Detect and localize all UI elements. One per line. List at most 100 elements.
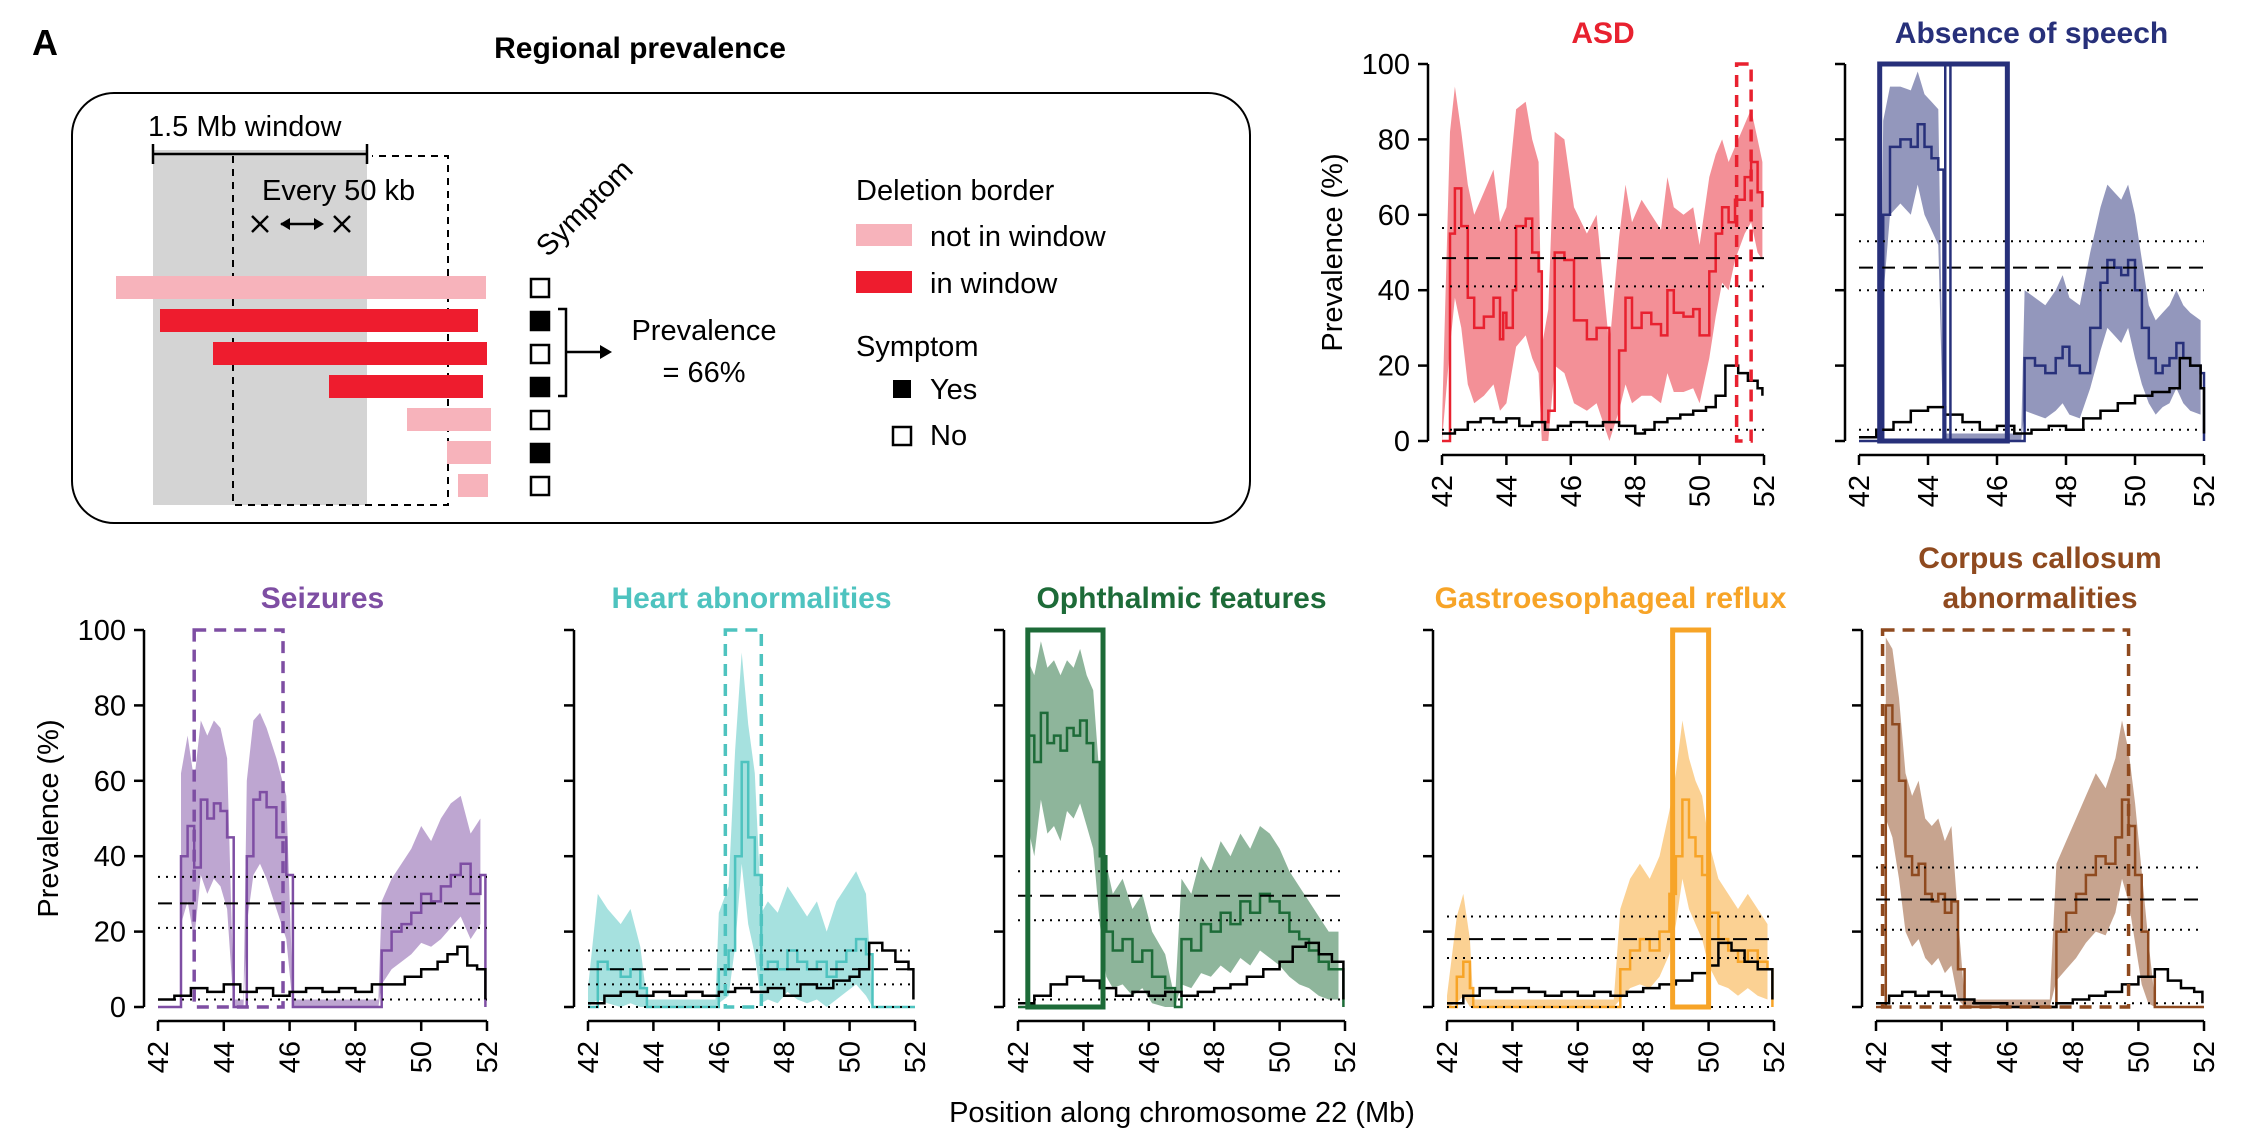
- y-tick-label: 100: [1362, 49, 1410, 81]
- x-tick-label: 48: [769, 1041, 801, 1073]
- x-tick-label: 46: [275, 1041, 307, 1073]
- x-tick-label: 48: [340, 1041, 372, 1073]
- x-tick-label: 52: [1759, 1041, 1791, 1073]
- x-tick-label: 44: [1927, 1041, 1959, 1073]
- deletion-count-line: [1447, 941, 1774, 1005]
- legend-swatch-in-window: [856, 271, 912, 293]
- step-label: Every 50 kb: [262, 175, 415, 207]
- legend-symptom-title: Symptom: [856, 331, 978, 363]
- x-tick-label: 52: [2189, 1041, 2221, 1073]
- x-tick-label: 46: [1563, 1041, 1595, 1073]
- panel-label: A: [32, 22, 58, 63]
- chart-title: Corpus callosum: [1918, 542, 2161, 575]
- chart-title: ASD: [1571, 17, 1634, 50]
- y-tick-label: 0: [110, 992, 126, 1024]
- symptom-header: Symptom: [530, 154, 639, 263]
- symptom-no-icon: [529, 277, 551, 299]
- x-tick-label: 50: [2120, 475, 2152, 507]
- deletion-bar: [447, 441, 491, 464]
- x-tick-label: 46: [1134, 1041, 1166, 1073]
- significant-region-box: [1734, 62, 1753, 443]
- significant-region-box: [1880, 628, 2131, 1009]
- deletion-count-line: [1442, 364, 1764, 435]
- confidence-band: [181, 712, 481, 1007]
- chart-title: Ophthalmic features: [1036, 582, 1326, 615]
- significant-region-box: [1670, 627, 1712, 1010]
- x-tick-label: 42: [1861, 1041, 1893, 1073]
- confidence-band: [1879, 71, 2201, 441]
- x-tick-label: 46: [1556, 475, 1588, 507]
- significant-region-box: [723, 628, 764, 1009]
- y-tick-label: 100: [78, 615, 126, 647]
- chart-panel: 42 44 46 48 50 52 Ophthalmic features: [994, 582, 1362, 1073]
- prevalence-line: [158, 790, 487, 1009]
- x-tick-label: 52: [2189, 475, 2221, 507]
- legend-no-icon: [891, 425, 913, 447]
- deletion-count-line: [1018, 941, 1345, 1005]
- chart-title: Seizures: [261, 582, 384, 615]
- significant-region-box: [1877, 61, 2010, 444]
- confidence-band: [1885, 637, 2155, 1007]
- chart-title: Gastroesophageal reflux: [1435, 582, 1787, 615]
- x-tick-label: 46: [1992, 1041, 2024, 1073]
- chart-title: Heart abnormalities: [611, 582, 891, 615]
- prevalence-line: [1442, 160, 1764, 443]
- x-tick-label: 44: [209, 1041, 241, 1073]
- chart-panel: 42 44 46 48 50 52 Heart abnormalities: [564, 582, 932, 1073]
- x-tick-label: 50: [2123, 1041, 2155, 1073]
- x-tick-label: 52: [472, 1041, 504, 1073]
- symptom-yes-icon: [529, 442, 551, 464]
- x-tick-label: 44: [638, 1041, 670, 1073]
- shifted-window-outline: [232, 155, 449, 506]
- prevalence-value: = 66%: [662, 357, 745, 389]
- chart-panel: 42 44 46 48 50 52 Gastroesophageal reflux: [1423, 582, 1791, 1073]
- x-tick-label: 42: [1427, 475, 1459, 507]
- x-tick-label: 42: [1003, 1041, 1035, 1073]
- legend-no: No: [930, 420, 967, 452]
- prevalence-label: Prevalence: [631, 315, 776, 347]
- deletion-bar: [160, 309, 478, 332]
- prevalence-line: [1447, 798, 1774, 1009]
- x-tick-label: 50: [406, 1041, 438, 1073]
- significant-region-box: [1025, 627, 1106, 1010]
- deletion-count-line: [1876, 968, 2204, 1009]
- bracket: [558, 307, 568, 398]
- chart-title: Absence of speech: [1895, 17, 2168, 50]
- symptom-yes-icon: [529, 376, 551, 398]
- x-tick-label: 48: [1199, 1041, 1231, 1073]
- x-tick-label: 44: [1068, 1041, 1100, 1073]
- deletion-count-line: [588, 941, 915, 1005]
- symptom-no-icon: [529, 343, 551, 365]
- deletion-bar: [213, 342, 487, 365]
- symptom-no-icon: [529, 475, 551, 497]
- y-tick-label: 20: [1378, 351, 1410, 383]
- schematic-frame: [71, 92, 1251, 524]
- symptom-no-icon: [529, 409, 551, 431]
- deletion-bar: [329, 375, 483, 398]
- x-tick-label: 42: [1432, 1041, 1464, 1073]
- y-tick-label: 80: [94, 690, 126, 722]
- y-axis-label: Prevalence (%): [33, 719, 65, 917]
- legend-swatch-not-in-window: [856, 224, 912, 246]
- schematic-title: Regional prevalence: [494, 32, 786, 65]
- x-tick-label: 48: [1620, 475, 1652, 507]
- legend-in-window: in window: [930, 268, 1058, 300]
- x-tick-label: 44: [1491, 475, 1523, 507]
- y-tick-label: 60: [94, 766, 126, 798]
- chart-title: abnormalities: [1942, 582, 2137, 615]
- y-tick-label: 40: [94, 841, 126, 873]
- deletion-count-line: [1859, 356, 2206, 439]
- y-tick-label: 80: [1378, 124, 1410, 156]
- x-tick-label: 48: [1628, 1041, 1660, 1073]
- x-tick-label: 50: [1265, 1041, 1297, 1073]
- y-tick-label: 40: [1378, 275, 1410, 307]
- prevalence-line: [1018, 711, 1345, 1009]
- x-tick-label: 44: [1497, 1041, 1529, 1073]
- x-tick-label: 52: [900, 1041, 932, 1073]
- chart-panel: 0 20 40 60 80 100 Prevalence (%) 42 44 46 48 50 52 AS…: [1317, 17, 1781, 507]
- x-tick-label: 50: [835, 1041, 867, 1073]
- prevalence-line: [1859, 123, 2206, 443]
- x-tick-label: 48: [2051, 475, 2083, 507]
- legend-yes: Yes: [930, 374, 977, 406]
